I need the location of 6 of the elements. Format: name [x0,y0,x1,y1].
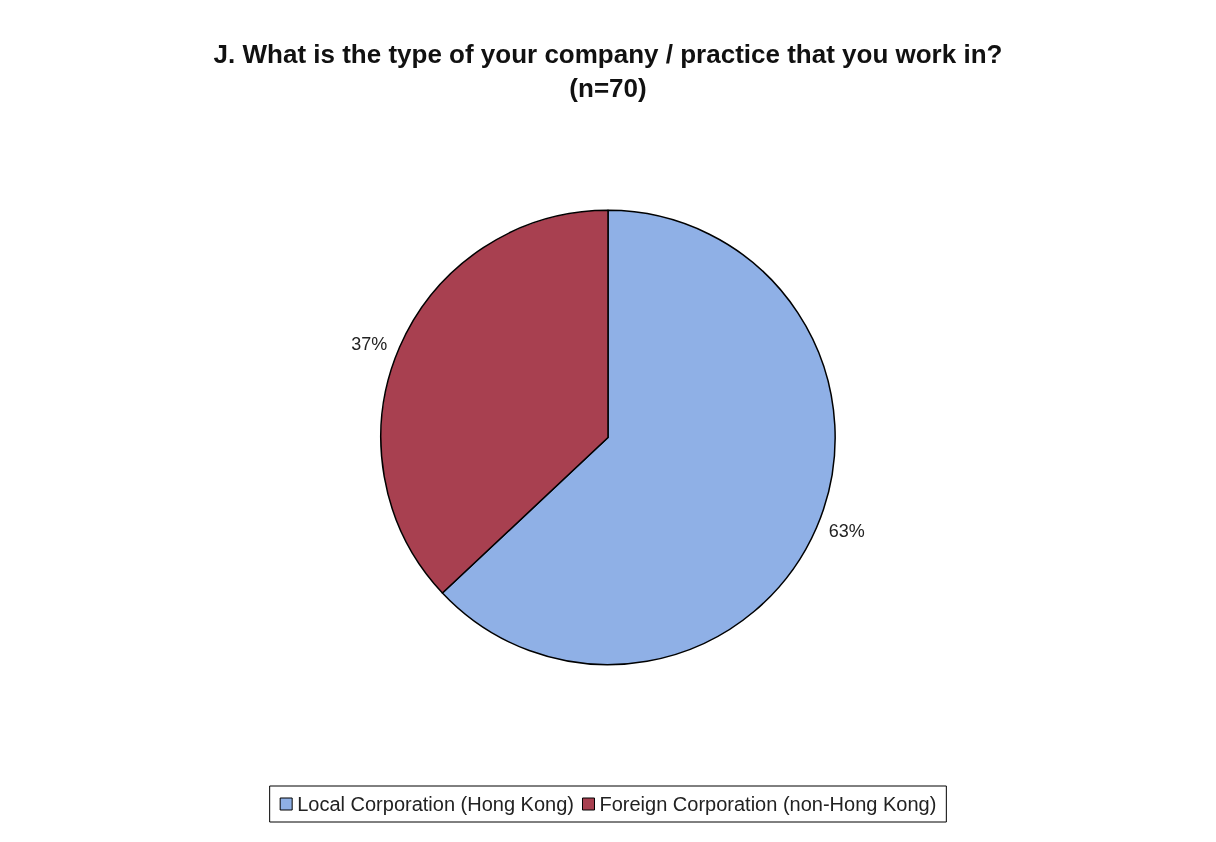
legend-label: Local Corporation (Hong Kong) [297,793,574,815]
data-label: 37% [351,334,388,355]
chart-subtitle: (n=70) [569,73,647,103]
chart-title: J. What is the type of your company / practice that you work in? [213,39,1003,69]
legend-label: Foreign Corporation (non-Hong Kong) [599,793,937,815]
data-label: 63% [828,520,865,541]
